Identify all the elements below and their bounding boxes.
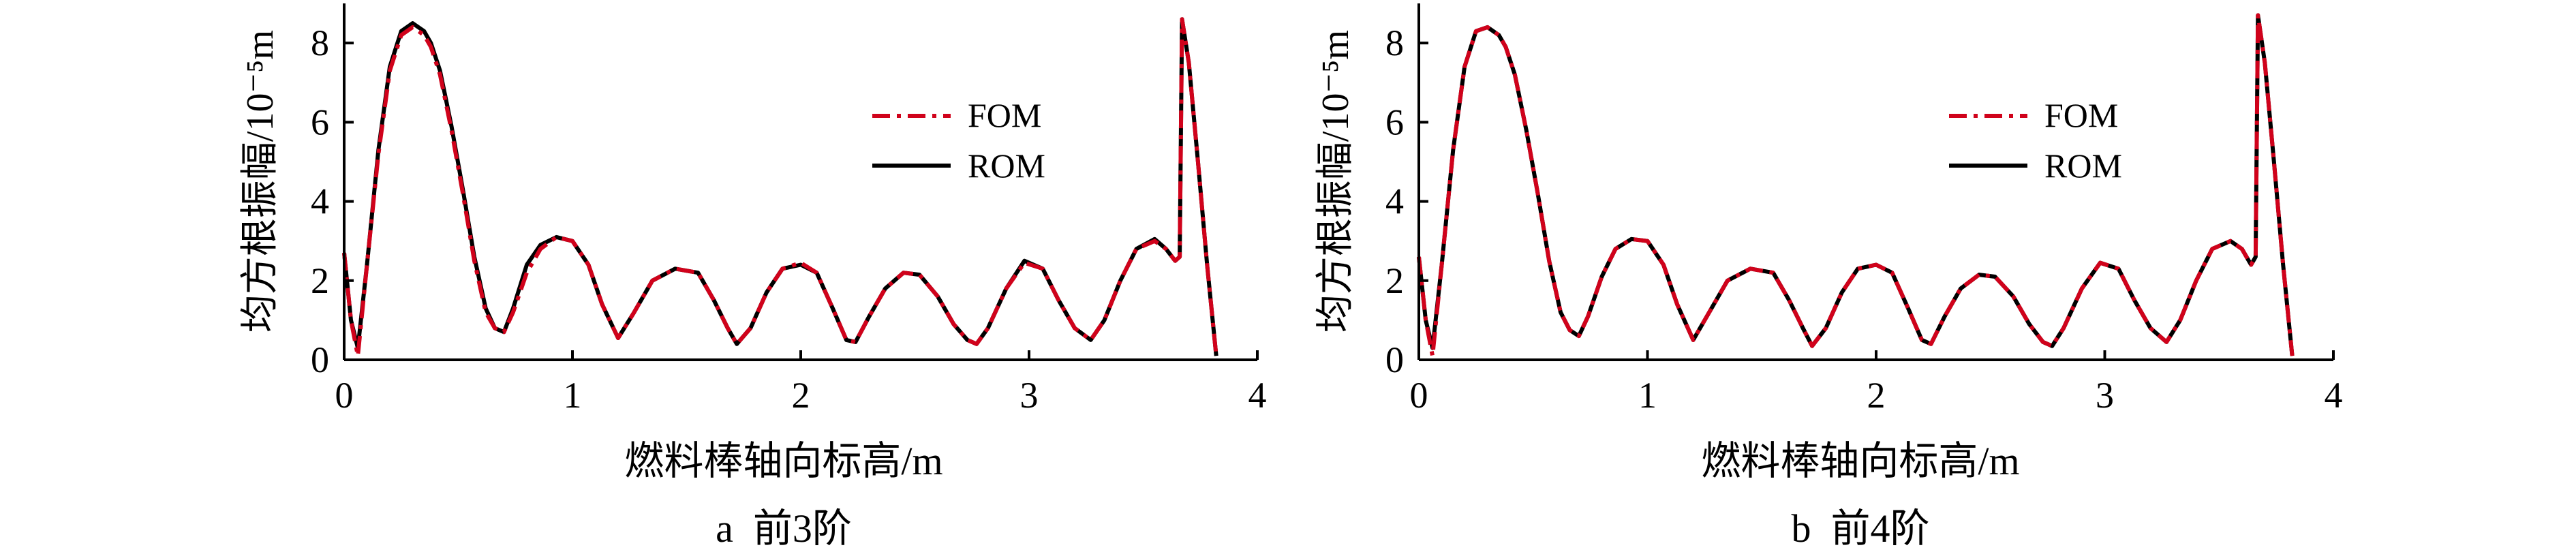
y-tick-label-2-b: 2 bbox=[1385, 260, 1404, 301]
series-line-rom-a bbox=[342, 17, 1218, 356]
y-tick-label-2-a: 2 bbox=[311, 260, 329, 301]
series-line-fom-a bbox=[342, 17, 1218, 358]
x-tick-label-3-b: 3 bbox=[2096, 375, 2114, 416]
series-layer-b bbox=[1417, 13, 2295, 358]
y-tick-label-6-a: 6 bbox=[311, 102, 329, 142]
x-tick-label-1-b: 1 bbox=[1638, 375, 1657, 416]
x-ticks-a: 0 1 2 3 4 bbox=[335, 350, 1267, 416]
legend-label-fom-b: FOM bbox=[2044, 96, 2118, 134]
y-tick-label-8-b: 8 bbox=[1385, 22, 1404, 63]
y-ticks-b: 0 2 4 6 8 bbox=[1385, 22, 1428, 380]
x-tick-label-2-a: 2 bbox=[792, 375, 810, 416]
x-tick-label-0-b: 0 bbox=[1410, 375, 1428, 416]
x-axis-label-b: 燃料棒轴向标高/m bbox=[1701, 439, 2019, 483]
y-axis-label-a: 均方根振幅/10⁻⁵m bbox=[239, 30, 281, 333]
x-tick-label-4-a: 4 bbox=[1248, 375, 1267, 416]
y-tick-label-4-a: 4 bbox=[311, 181, 329, 222]
x-tick-label-0-a: 0 bbox=[335, 375, 354, 416]
legend-b: FOM ROM bbox=[1949, 96, 2122, 185]
series-layer-a bbox=[342, 17, 1218, 358]
y-tick-label-4-b: 4 bbox=[1385, 181, 1404, 222]
panel-caption-a: a 前3阶 bbox=[716, 506, 852, 551]
legend-label-rom-b: ROM bbox=[2044, 147, 2122, 185]
legend-a: FOM ROM bbox=[872, 96, 1045, 185]
x-tick-label-1-a: 1 bbox=[564, 375, 582, 416]
legend-label-fom-a: FOM bbox=[968, 96, 1041, 134]
y-ticks-a: 0 2 4 6 8 bbox=[311, 22, 354, 380]
legend-label-rom-a: ROM bbox=[968, 147, 1045, 185]
series-line-rom-b bbox=[1417, 13, 2295, 356]
panel-caption-b: b 前4阶 bbox=[1791, 506, 1929, 551]
x-ticks-b: 0 1 2 3 4 bbox=[1410, 350, 2343, 416]
series-line-fom-b bbox=[1417, 13, 2295, 358]
y-tick-label-8-a: 8 bbox=[311, 22, 329, 63]
y-tick-label-0-a: 0 bbox=[311, 339, 329, 380]
x-tick-label-2-b: 2 bbox=[1867, 375, 1886, 416]
x-tick-label-3-a: 3 bbox=[1020, 375, 1039, 416]
y-tick-label-6-b: 6 bbox=[1385, 102, 1404, 142]
y-axis-label-b: 均方根振幅/10⁻⁵m bbox=[1315, 30, 1357, 333]
x-axis-label-a: 燃料棒轴向标高/m bbox=[624, 439, 942, 483]
x-tick-label-4-b: 4 bbox=[2325, 375, 2343, 416]
y-tick-label-0-b: 0 bbox=[1385, 339, 1404, 380]
